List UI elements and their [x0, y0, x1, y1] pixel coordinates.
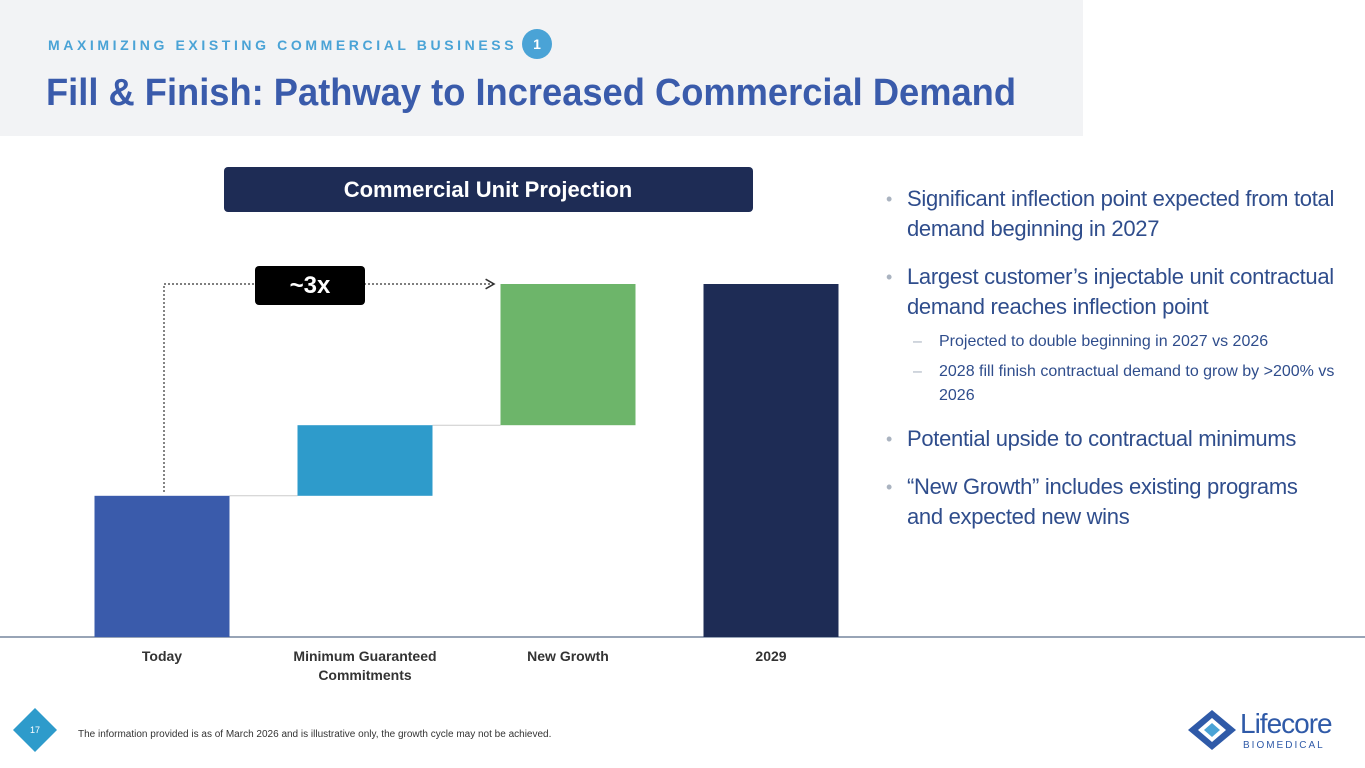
category-label: Minimum Guaranteed Commitments	[293, 648, 437, 683]
bar	[703, 284, 839, 637]
eyebrow: MAXIMIZING EXISTING COMMERCIAL BUSINESS	[48, 37, 517, 53]
bullet-list: Significant inflection point expected fr…	[886, 184, 1336, 550]
page-title: Fill & Finish: Pathway to Increased Comm…	[46, 72, 1016, 114]
bar	[500, 284, 636, 426]
bullet: Potential upside to contractual minimums	[886, 424, 1336, 454]
bar	[94, 495, 230, 637]
category-label: New Growth	[527, 648, 609, 664]
annotation-box	[255, 266, 365, 305]
growth-connector	[163, 278, 496, 492]
page-number: 17	[30, 725, 40, 735]
category-label: 2029	[755, 648, 787, 664]
bullet: Largest customer’s injectable unit contr…	[886, 262, 1336, 322]
logo-text: Lifecore	[1240, 708, 1332, 739]
badge: 1	[533, 36, 541, 52]
bullet: Significant inflection point expected fr…	[886, 184, 1336, 244]
page-diamond	[13, 708, 57, 752]
sub-bullet: Projected to double beginning in 2027 vs…	[886, 330, 1336, 354]
annotation: ~3x	[290, 272, 331, 299]
bar	[297, 425, 433, 496]
footnote: The information provided is as of March …	[78, 729, 551, 740]
header-band	[0, 0, 1083, 136]
bullet: “New Growth” includes existing programs …	[886, 472, 1336, 532]
category-label: Today	[141, 648, 183, 664]
badge-circle	[522, 29, 552, 59]
chart-title: Commercial Unit Projection	[344, 177, 633, 202]
sub-bullet: 2028 fill finish contractual demand to g…	[886, 360, 1336, 408]
logo-mark-core	[1204, 723, 1220, 737]
logo-subtext: BIOMEDICAL	[1243, 740, 1325, 751]
chart-title-box	[224, 167, 753, 212]
